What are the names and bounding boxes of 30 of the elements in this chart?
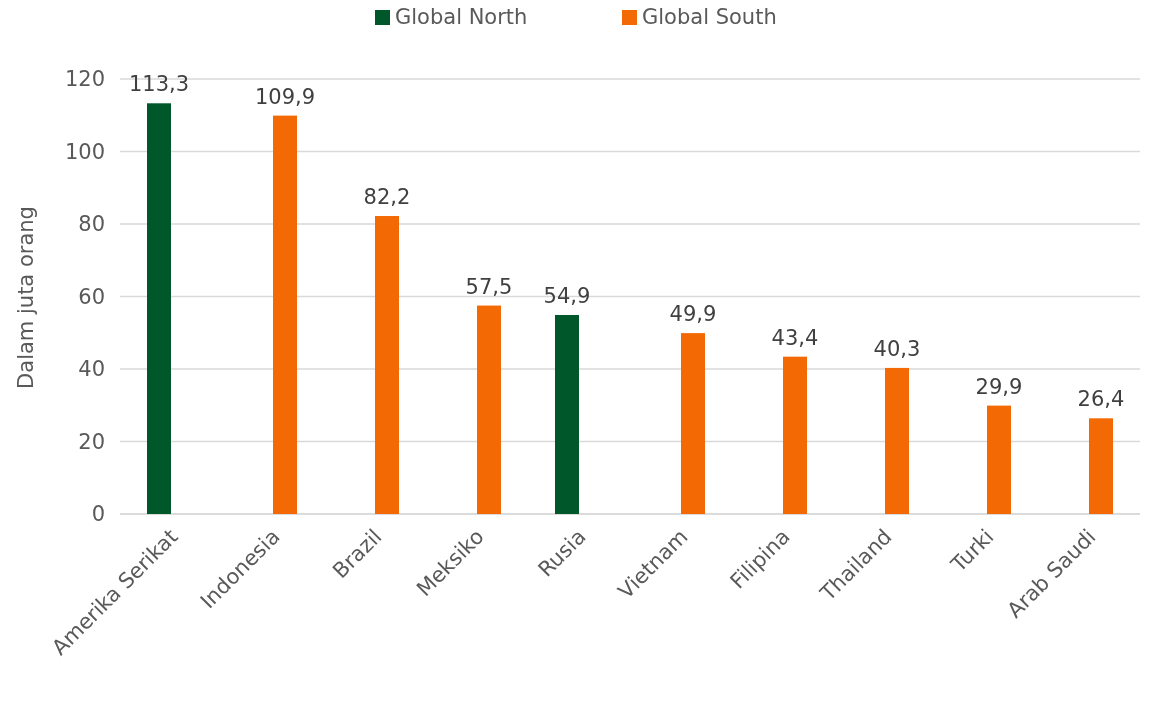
data-label: 40,3: [873, 336, 921, 361]
bar: [375, 216, 399, 514]
bar: [477, 305, 501, 514]
bar: [273, 115, 297, 514]
data-label: 29,9: [975, 374, 1023, 399]
data-label: 43,4: [771, 325, 819, 350]
bar: [681, 333, 705, 514]
data-label: 57,5: [465, 274, 513, 299]
legend-label: Global North: [395, 5, 528, 29]
y-tick-label: 40: [78, 357, 105, 382]
y-tick-label: 100: [64, 139, 105, 164]
y-tick-label: 0: [91, 502, 105, 527]
bar: [1089, 418, 1113, 514]
data-label: 113,3: [128, 72, 190, 97]
bar: [555, 314, 579, 514]
y-tick-label: 20: [78, 429, 105, 454]
y-tick-label: 80: [78, 212, 105, 237]
y-tick-label: 60: [78, 284, 105, 309]
data-label: 49,9: [669, 302, 717, 327]
data-label: 54,9: [543, 283, 591, 308]
legend-label: Global South: [642, 5, 777, 29]
bar: [783, 356, 807, 514]
y-tick-label: 120: [64, 67, 105, 92]
bar: [885, 367, 909, 514]
data-label: 82,2: [363, 185, 411, 210]
data-label: 109,9: [254, 84, 316, 109]
data-label: 26,4: [1077, 387, 1125, 412]
y-axis-title: Dalam juta orang: [14, 206, 38, 389]
bar: [147, 103, 171, 514]
bar: [987, 405, 1011, 514]
